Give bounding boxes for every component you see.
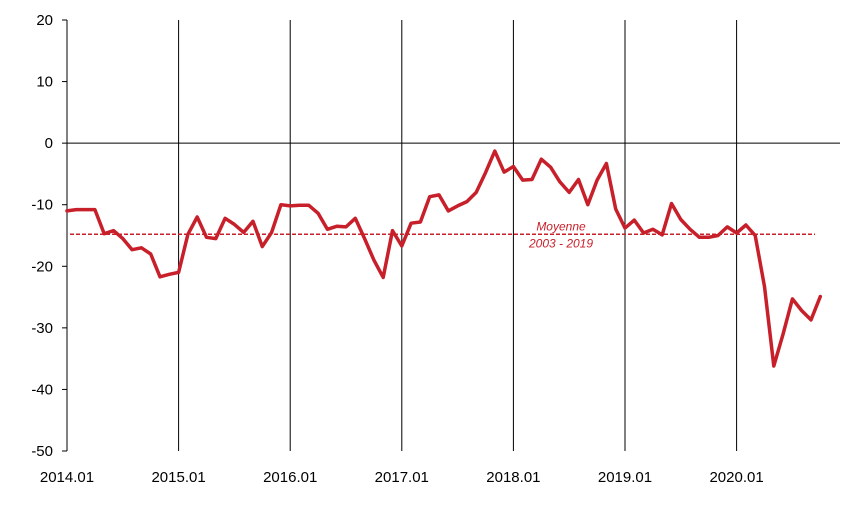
series-layer [65, 149, 823, 368]
y-tick-label: 0 [45, 135, 53, 152]
y-tick-label: -20 [31, 258, 53, 275]
average-label-line1: Moyenne [536, 219, 586, 233]
x-tick-label: 2020.01 [709, 469, 763, 486]
y-tick-label: 10 [36, 74, 53, 91]
y-tick-label: -50 [31, 443, 53, 460]
vertical-gridlines [178, 20, 738, 451]
x-axis-ticks: 2014.01 2015.01 2016.01 2017.01 2018.01 2019.… [40, 469, 764, 486]
x-tick-label: 2015.01 [151, 469, 205, 486]
y-axis-ticks: 20 10 0 -10 -20 -30 -40 -50 [31, 12, 67, 460]
x-tick-label: 2014.01 [40, 469, 94, 486]
x-tick-label: 2017.01 [375, 469, 429, 486]
y-tick-label: -30 [31, 320, 53, 337]
x-tick-label: 2019.01 [598, 469, 652, 486]
y-tick-label: 20 [36, 12, 53, 29]
y-tick-label: -10 [31, 197, 53, 214]
x-tick-label: 2018.01 [486, 469, 540, 486]
y-tick-label: -40 [31, 381, 53, 398]
average-label-line2: 2003 - 2019 [528, 236, 593, 250]
x-tick-label: 2016.01 [263, 469, 317, 486]
series-line [65, 149, 823, 368]
